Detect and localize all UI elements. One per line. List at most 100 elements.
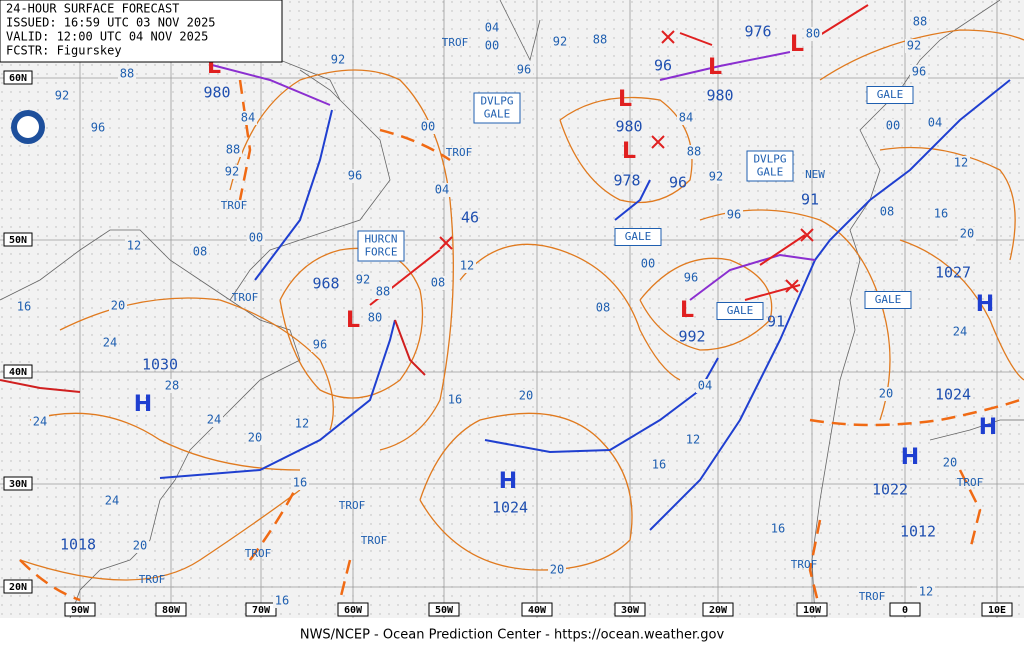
isobar-label: 20 [879, 387, 893, 401]
isobar-label: 00 [641, 257, 655, 271]
lon-label-bg [796, 602, 828, 617]
lon-label-bg [64, 602, 96, 617]
isobar-label-bg [677, 111, 695, 125]
high-symbol: H [134, 392, 152, 417]
isobar-label-bg [917, 585, 935, 599]
isobar-label: 16 [934, 207, 948, 221]
trough-label: TROF [442, 36, 469, 49]
isobar-label-bg [419, 120, 437, 134]
isobar-label-bg [650, 458, 668, 472]
lon-label-bg [981, 602, 1013, 617]
gale-box [357, 230, 405, 262]
trough-label: TROF [361, 534, 388, 547]
isobar-label: 20 [550, 563, 564, 577]
pressure-value: 91 [801, 191, 819, 209]
pressure-value: 96 [669, 174, 687, 192]
lon-label-bg [889, 602, 921, 617]
future-low-marker [800, 228, 814, 242]
isobar-label: 84 [679, 111, 693, 125]
isobar-label: 80 [368, 311, 382, 325]
isobar-label-bg [247, 231, 265, 245]
footer: NWS/NCEP - Ocean Prediction Center - htt… [300, 628, 725, 643]
lon-label: 80W [162, 605, 181, 616]
isobar-label: 16 [448, 393, 462, 407]
isobar-label-bg [594, 301, 612, 315]
isobar-label: 24 [33, 415, 47, 429]
isobar-label: 00 [249, 231, 263, 245]
lon-label: 70W [252, 605, 271, 616]
lon-label: 10W [803, 605, 822, 616]
lon-label-bg [614, 602, 646, 617]
low-symbol: L [622, 139, 636, 164]
isobar-label-bg [877, 387, 895, 401]
isobar-label: 16 [17, 300, 31, 314]
isobar-label-bg [958, 227, 976, 241]
lon-label-bg [428, 602, 460, 617]
isobar-label: 04 [928, 116, 942, 130]
isobar-label-bg [103, 494, 121, 508]
low-pressure: 980 [706, 87, 733, 105]
header-forecaster: FCSTR: Figurskey [6, 44, 122, 58]
isobar-label-bg [910, 65, 928, 79]
future-low-marker [661, 30, 675, 44]
trough-label: TROF [221, 199, 248, 212]
isobar-label: 24 [105, 494, 119, 508]
isobar-label: 80 [806, 27, 820, 41]
isobar-label-bg [163, 379, 181, 393]
lon-label: 60W [344, 605, 363, 616]
trough-label: TROF [957, 476, 984, 489]
gale-box [614, 228, 662, 246]
header-valid: VALID: 12:00 UTC 04 NOV 2025 [6, 30, 208, 44]
gale-box-text: GALE [484, 108, 511, 121]
isobar-label-bg [291, 476, 309, 490]
gale-box-text: FORCE [364, 246, 397, 259]
isobar-label: 20 [960, 227, 974, 241]
isobar-label: 96 [313, 338, 327, 352]
pressure-value: 96 [654, 57, 672, 75]
high-symbol: H [976, 292, 994, 317]
isobar-label: 16 [293, 476, 307, 490]
isobar-label: 92 [709, 170, 723, 184]
header-issued: ISSUED: 16:59 UTC 03 NOV 2025 [6, 16, 216, 30]
isobar-label: 00 [421, 120, 435, 134]
isobar-label-bg [329, 53, 347, 67]
isobar-label: 12 [919, 585, 933, 599]
isobar-label-bg [15, 300, 33, 314]
lon-label-bg [521, 602, 553, 617]
gale-box [473, 92, 521, 124]
isobar-label-bg [905, 39, 923, 53]
trough-label: TROF [339, 499, 366, 512]
isobar-label: 92 [225, 165, 239, 179]
high-pressure: 1027 [935, 264, 971, 282]
isobar-label-bg [952, 156, 970, 170]
pressure-value: 1012 [900, 523, 936, 541]
isobar-label: 84 [241, 111, 255, 125]
low-symbol: L [618, 87, 632, 112]
isobar-label: 88 [913, 15, 927, 29]
gale-box [746, 150, 794, 182]
lat-label-bg [3, 476, 33, 491]
isobar-label: 08 [596, 301, 610, 315]
new-label: NEW [805, 168, 825, 181]
pressure-value: 91 [767, 313, 785, 331]
isobar-label: 04 [435, 183, 449, 197]
gale-box-text: GALE [877, 88, 904, 101]
isobar-label: 92 [356, 273, 370, 287]
gale-box [716, 302, 764, 320]
isobar-label-bg [941, 456, 959, 470]
high-symbol: H [901, 445, 919, 470]
isobar-label-bg [191, 245, 209, 259]
high-pressure: 1022 [872, 481, 908, 499]
trough-label: TROF [446, 146, 473, 159]
low-symbol: L [346, 308, 360, 333]
isobar-label: 20 [248, 431, 262, 445]
pressure-value: 46 [461, 209, 479, 227]
isobar-label: 24 [103, 336, 117, 350]
trough-label: TROF [232, 291, 259, 304]
low-pressure: 980 [203, 84, 230, 102]
isobar-label-bg [223, 165, 241, 179]
isobar-label-bg [483, 21, 501, 35]
isobar-label-bg [804, 27, 822, 41]
isobar-label-bg [951, 325, 969, 339]
isobar-label-bg [446, 393, 464, 407]
